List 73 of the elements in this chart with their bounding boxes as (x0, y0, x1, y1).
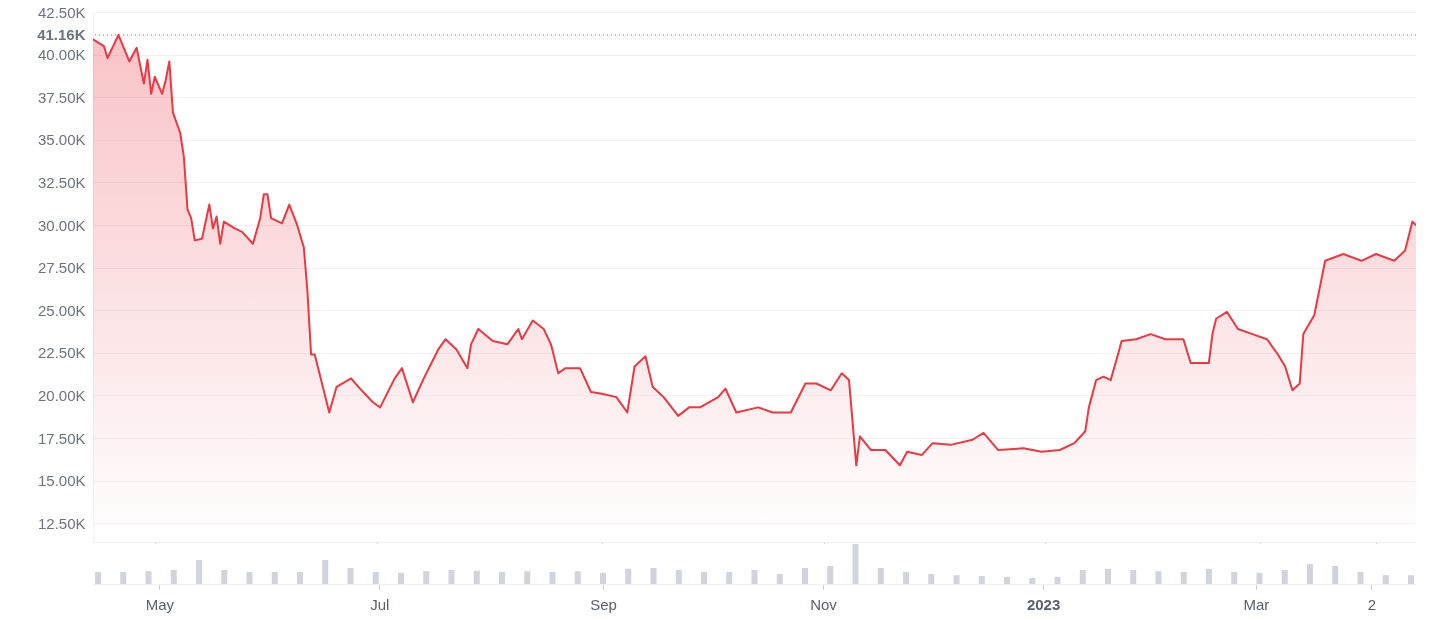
bar (398, 572, 404, 584)
bar (1256, 572, 1263, 584)
bar (145, 571, 152, 584)
bar (877, 568, 884, 584)
bar (1029, 578, 1036, 584)
bar (1105, 568, 1111, 584)
bar (322, 560, 329, 584)
x-tick-label: Sep (590, 595, 617, 613)
bar (1079, 570, 1086, 584)
y-tick-label: 37.50K (37, 88, 86, 106)
y-tick-label: 17.50K (37, 429, 86, 447)
bar (1054, 576, 1061, 584)
bar (776, 574, 783, 584)
bar (1180, 572, 1187, 584)
bar (903, 572, 909, 584)
y-tick-label: 40.00K (37, 46, 86, 64)
x-tick-label: Jul (370, 595, 390, 613)
x-tick-label: 2023 (1026, 595, 1061, 613)
bar (852, 544, 859, 584)
bar (978, 576, 985, 584)
bar (1231, 572, 1238, 584)
bar (120, 572, 127, 584)
bar (297, 572, 303, 584)
bar (499, 572, 505, 584)
bar (827, 566, 834, 584)
y-tick-label: 32.50K (37, 173, 86, 191)
bar (1307, 564, 1313, 584)
bar (347, 568, 354, 584)
bar (625, 568, 632, 584)
y-tick-label: 35.00K (37, 131, 86, 149)
bar (448, 570, 455, 584)
bar (1206, 568, 1212, 584)
bar (726, 572, 733, 584)
bar (1004, 576, 1010, 584)
bar (1382, 575, 1389, 584)
y-tick-label: 12.50K (37, 514, 86, 532)
bar (170, 570, 177, 584)
x-tick-label: Nov (810, 595, 838, 613)
bar (246, 572, 253, 584)
y-tick-label: 25.00K (37, 301, 86, 319)
bar (549, 572, 556, 584)
bar (271, 572, 278, 584)
bar (650, 568, 657, 584)
bar (928, 574, 935, 584)
ref-line-label: 41.16K (37, 26, 86, 44)
bar (473, 570, 480, 584)
bar (751, 570, 758, 584)
y-tick-label: 27.50K (37, 259, 86, 277)
bar (95, 572, 101, 584)
bar (1281, 570, 1288, 584)
bar (953, 575, 960, 584)
bar (196, 560, 202, 584)
bar (1155, 571, 1162, 584)
y-tick-label: 20.00K (37, 386, 86, 404)
y-tick-label: 22.50K (37, 344, 86, 362)
y-tick-label: 42.50K (37, 3, 86, 21)
bar (423, 571, 430, 584)
y-tick-label: 15.00K (37, 472, 86, 490)
x-tick-label: May (145, 595, 175, 613)
bar (1130, 570, 1137, 584)
bar (1332, 566, 1339, 584)
x-tick-label: 2 (1367, 595, 1376, 613)
bar (701, 572, 707, 584)
bar (574, 571, 581, 584)
y-tick-label: 30.00K (37, 216, 86, 234)
bar (372, 572, 379, 584)
bar (1357, 572, 1364, 584)
bar (1408, 575, 1414, 584)
bar (802, 568, 808, 584)
bar (524, 571, 531, 584)
bar (221, 570, 228, 584)
bar (675, 570, 682, 584)
x-tick-label: Mar (1243, 595, 1270, 613)
